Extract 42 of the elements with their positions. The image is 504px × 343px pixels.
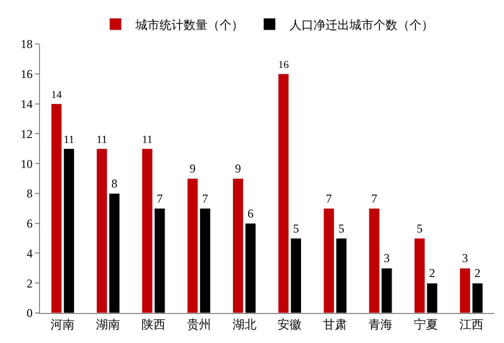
- data-label: 5: [292, 221, 299, 236]
- data-label: 8: [111, 176, 118, 190]
- data-label: 9: [190, 162, 196, 176]
- data-label: 3: [384, 251, 390, 266]
- y-tick-label: 6: [26, 216, 33, 231]
- y-tick-label: 16: [20, 67, 33, 82]
- data-label: 6: [248, 206, 254, 220]
- data-label: 11: [142, 134, 153, 146]
- data-label: 2: [474, 266, 481, 280]
- data-label: 7: [326, 191, 332, 206]
- legend-label: 人口净迁出城市个数（个）: [290, 18, 434, 32]
- data-label: 14: [51, 90, 62, 102]
- x-tick-label: 青海: [368, 317, 392, 332]
- data-label: 11: [96, 134, 108, 146]
- y-tick-label: 12: [20, 126, 33, 141]
- data-label: 3: [462, 251, 468, 266]
- y-tick-label: 18: [20, 37, 33, 52]
- x-tick-label: 河南: [50, 317, 75, 332]
- legend-label: 城市统计数量（个）: [134, 18, 244, 32]
- data-label: 9: [235, 162, 242, 176]
- x-tick-label: 江西: [459, 317, 484, 332]
- data-label: 11: [64, 134, 74, 146]
- x-tick-label: 安徽: [278, 317, 302, 332]
- data-label: 7: [156, 191, 163, 206]
- data-label: 7: [202, 191, 208, 206]
- data-label: 5: [338, 221, 344, 236]
- y-tick-label: 0: [26, 306, 33, 320]
- x-tick-label: 贵州: [186, 317, 211, 332]
- data-label: 2: [429, 266, 436, 280]
- y-tick-label: 4: [26, 246, 33, 260]
- x-tick-label: 湖北: [232, 317, 256, 332]
- y-tick-label: 2: [26, 276, 33, 290]
- x-tick-label: 陕西: [142, 317, 166, 332]
- y-tick-label: 8: [26, 186, 33, 201]
- y-tick-label: 14: [20, 96, 33, 111]
- x-tick-label: 湖南: [96, 317, 120, 332]
- x-tick-label: 宁夏: [414, 317, 438, 332]
- data-label: 16: [278, 60, 289, 72]
- data-label: 5: [416, 221, 423, 236]
- data-label: 7: [371, 191, 378, 206]
- x-tick-label: 甘肃: [323, 317, 348, 332]
- y-tick-label: 10: [20, 156, 33, 171]
